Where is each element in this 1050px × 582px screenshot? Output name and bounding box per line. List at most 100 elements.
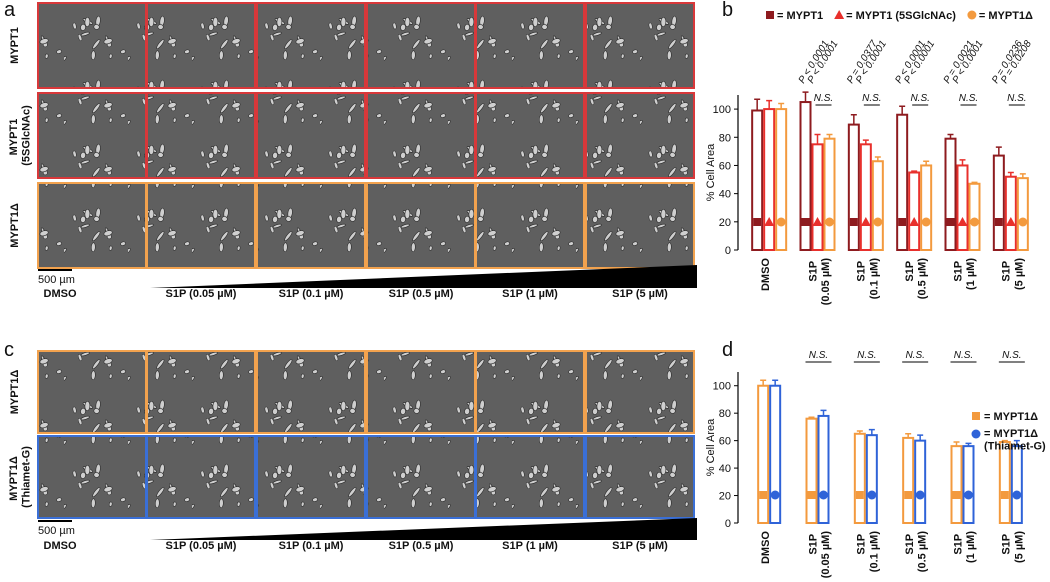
x-tick-label-line: (1 µM) (965, 531, 977, 563)
bar-symbol (753, 218, 762, 226)
bar-symbol (915, 490, 925, 500)
legend-label: = MYPT1Δ (984, 411, 1038, 423)
column-label: S1P (0.5 µM) (389, 540, 454, 552)
bar-symbol (807, 491, 816, 499)
micrograph (475, 350, 585, 434)
legend-label-line: (Thiamet-G) (984, 441, 1046, 453)
x-tick-label-line: S1P (856, 531, 868, 555)
bar (865, 434, 878, 524)
micrograph (475, 2, 585, 89)
bar (817, 414, 830, 524)
x-tick-label-line: (5 µM) (1013, 258, 1025, 290)
bar-symbol (921, 217, 931, 227)
y-tick-label: 80 (719, 132, 731, 144)
column-label: S1P (0.1 µM) (279, 540, 344, 552)
x-tick-label: DMSO (760, 258, 772, 291)
row-label-line: (5SGlcNAc) (21, 105, 33, 166)
scale-bar-label: 500 µm (38, 525, 75, 537)
x-tick-label-line: (0.1 µM) (868, 258, 880, 300)
legend-marker (971, 429, 981, 439)
legend-label: = MYPT1 (5SGlcNAc) (846, 10, 956, 22)
error-bar (959, 159, 966, 166)
bar-symbol (860, 217, 871, 226)
column-label: S1P (0.05 µM) (166, 540, 237, 552)
micrograph (366, 2, 476, 89)
micrograph (146, 182, 256, 269)
bar (1010, 445, 1023, 524)
error-bar (911, 170, 918, 173)
ns-label: N.S. (862, 93, 881, 104)
row-label: MYPT1 (5SGlcNAc) (8, 105, 33, 166)
error-bar (971, 181, 978, 184)
bar-symbol (873, 217, 883, 227)
x-tick-label: S1P (1 µM) (952, 531, 977, 563)
ns-label: N.S. (857, 350, 876, 361)
x-tick-label: S1P (0.5 µM) (904, 531, 929, 573)
bar-symbol (1012, 490, 1022, 500)
micrograph (256, 435, 366, 519)
y-tick-label: 100 (713, 381, 731, 393)
panel-label: d (722, 339, 733, 361)
bar (823, 137, 836, 252)
ns-label: N.S. (814, 93, 833, 104)
micrograph (37, 435, 147, 519)
bar (956, 164, 969, 251)
legend-label: = MYPT1Δ (Thiamet-G) (984, 428, 1046, 453)
row-label: MYPT1 (9, 27, 21, 64)
micrograph (475, 182, 585, 269)
y-tick-label: 60 (719, 436, 731, 448)
error-bar (1007, 171, 1014, 177)
error-bar (802, 91, 809, 103)
y-tick-label: 80 (719, 408, 731, 420)
bar (757, 384, 770, 524)
panel-label: a (4, 0, 16, 21)
y-tick-label: 20 (719, 217, 731, 229)
x-tick-label-line: (0.05 µM) (820, 531, 832, 579)
x-tick-label-line: (0.5 µM) (917, 258, 929, 300)
row-label-line: MYPT1 (8, 116, 20, 156)
y-tick-label: 20 (719, 491, 731, 503)
error-bar (995, 146, 1002, 156)
micrograph (146, 350, 256, 434)
bar (853, 432, 866, 525)
x-tick-label-line: (5 µM) (1013, 531, 1025, 563)
micrograph (146, 435, 256, 519)
bar (908, 171, 921, 251)
bar-symbol (909, 217, 920, 226)
x-tick-label-line: S1P (952, 258, 964, 282)
bar (920, 164, 933, 251)
row-label: MYPT1Δ (9, 203, 21, 248)
micrograph (146, 2, 256, 89)
bar-symbol (957, 217, 968, 226)
x-tick-label-line: (0.05 µM) (820, 258, 832, 306)
y-axis-label: % Cell Area (705, 143, 717, 201)
error-bar (820, 409, 827, 416)
bar-symbol (970, 217, 979, 227)
column-label: DMSO (44, 540, 77, 552)
x-tick-label-line: S1P (952, 531, 964, 555)
error-bar (772, 379, 779, 386)
bar (871, 160, 884, 252)
micrograph (366, 92, 476, 179)
bar (859, 143, 872, 251)
micrograph (585, 182, 695, 269)
error-bar (760, 379, 767, 386)
error-bar (808, 416, 815, 419)
x-tick-label-line: S1P (904, 531, 916, 555)
bar-symbol (952, 491, 961, 499)
bar-symbol (1018, 217, 1028, 227)
micrograph (256, 182, 366, 269)
x-tick-label-line: S1P (856, 258, 868, 282)
bar-symbol (812, 217, 823, 226)
bar-symbol (867, 490, 877, 500)
bar (751, 109, 764, 251)
bar (763, 108, 776, 251)
error-bar (814, 133, 821, 145)
scale-bar-label: 500 µm (38, 274, 75, 286)
micrograph (256, 2, 366, 89)
legend-marker (766, 11, 774, 19)
bar-symbol (1000, 491, 1009, 499)
error-bar (766, 99, 773, 110)
micrograph (256, 92, 366, 179)
y-tick-label: 40 (719, 189, 731, 201)
